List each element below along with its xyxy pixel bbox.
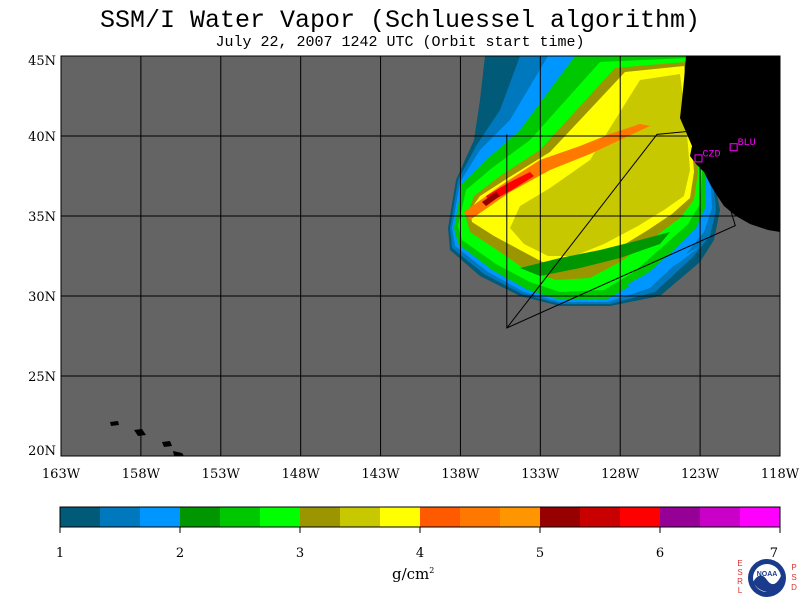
vapor-plume-orange — [464, 124, 650, 220]
chart-title: SSM/I Water Vapor (Schluessel algorithm) — [99, 6, 701, 35]
stations: CZD BLU — [694, 138, 756, 163]
lon-tick-label: 153W — [202, 467, 241, 482]
colorbar-swatch — [180, 507, 221, 527]
lat-tick-label: 45N — [28, 54, 56, 69]
axis-labels: 163W 158W 153W 148W 143W 138W 133W 128W 123W 118W… — [28, 54, 800, 482]
land-hawaii-big-island — [173, 451, 184, 456]
station-label: BLU — [738, 138, 756, 149]
colorbar-unit: g/cm2 — [392, 565, 434, 583]
vapor-band-khaki — [510, 74, 690, 256]
colorbar-swatch — [60, 507, 101, 527]
lon-tick-label: 118W — [761, 467, 800, 482]
domain-box-outline — [506, 129, 736, 329]
lon-tick-label: 143W — [361, 467, 400, 482]
logo-center-text: NOAA — [757, 571, 778, 578]
lat-lon-grid — [61, 56, 780, 456]
colorbar-swatch — [580, 507, 621, 527]
colorbar-swatch — [220, 507, 261, 527]
colorbar-swatch — [500, 507, 541, 527]
colorbar-tick-label: 5 — [536, 546, 544, 561]
colorbar-swatch — [340, 507, 381, 527]
logo-left-letter: S — [737, 568, 742, 577]
station-marker — [694, 154, 703, 163]
land-hawaii-kauai — [110, 421, 119, 426]
colorbar-swatch — [740, 507, 781, 527]
colorbar-tick-label: 1 — [56, 546, 64, 561]
lon-tick-label: 163W — [42, 467, 81, 482]
lon-tick-label: 133W — [521, 467, 560, 482]
colorbar-swatch — [260, 507, 301, 527]
logo-right-text: PSD — [791, 563, 797, 592]
station-marker — [729, 143, 738, 152]
colorbar-swatch — [460, 507, 501, 527]
colorbar-swatch — [540, 507, 581, 527]
colorbar-swatch — [620, 507, 661, 527]
logo-right-letter: P — [791, 563, 796, 572]
logo-left-letter: L — [738, 586, 743, 595]
logo-right-letter: D — [791, 583, 797, 592]
lon-tick-label: 158W — [122, 467, 161, 482]
colorbar-swatch — [420, 507, 461, 527]
logo-right-letter: S — [791, 573, 796, 582]
colorbar-tick-label: 2 — [176, 546, 184, 561]
colorbar: 1 2 3 4 5 6 7 — [56, 506, 781, 561]
land-hawaii-oahu — [134, 429, 146, 436]
colorbar-tick-label: 6 — [656, 546, 664, 561]
colorbar-swatch — [100, 507, 141, 527]
unit-base: g/cm — [392, 565, 430, 583]
logo-left-letter: R — [737, 577, 743, 586]
land-hawaii-maui — [162, 441, 172, 447]
colorbar-tick-label: 7 — [770, 546, 778, 561]
lon-tick-label: 138W — [441, 467, 480, 482]
domain-box — [506, 129, 736, 329]
lat-tick-label: 35N — [28, 210, 56, 225]
colorbar-swatch — [660, 507, 701, 527]
colorbar-swatch — [380, 507, 421, 527]
lat-tick-label: 30N — [28, 290, 56, 305]
vapor-plume-dark-red — [482, 192, 500, 206]
colorbar-swatch — [700, 507, 741, 527]
colorbar-swatch — [300, 507, 341, 527]
lon-tick-label: 148W — [282, 467, 321, 482]
lat-tick-label: 40N — [28, 130, 56, 145]
map-frame — [60, 55, 781, 457]
vapor-band-inner-blue — [628, 246, 700, 290]
lon-tick-label: 128W — [601, 467, 640, 482]
unit-exponent: 2 — [429, 566, 435, 575]
vapor-band-inner-green — [520, 232, 670, 276]
lon-tick-label: 123W — [681, 467, 720, 482]
station-label: CZD — [703, 149, 721, 160]
lat-tick-label: 25N — [28, 370, 56, 385]
colorbar-tick-label: 3 — [296, 546, 304, 561]
logo-left-letter: E — [737, 559, 742, 568]
colorbar-tick-label: 4 — [416, 546, 424, 561]
colorbar-swatch — [140, 507, 181, 527]
chart-subtitle: July 22, 2007 1242 UTC (Orbit start time… — [215, 34, 585, 51]
lat-tick-label: 20N — [28, 444, 56, 459]
